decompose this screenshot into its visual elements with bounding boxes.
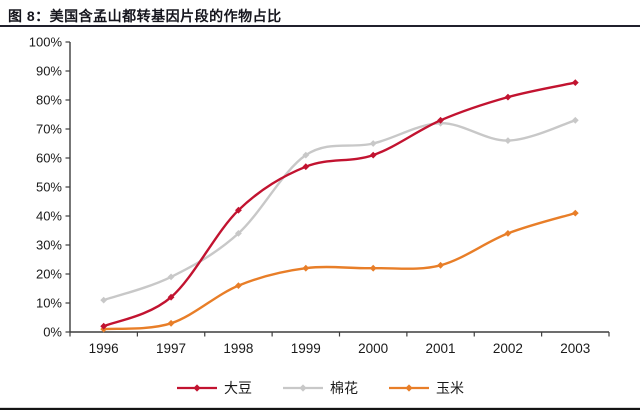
y-axis-label: 40% [36, 209, 62, 224]
legend-marker-cotton [283, 384, 323, 392]
y-axis-label: 10% [36, 296, 62, 311]
y-axis-label: 60% [36, 151, 62, 166]
data-point-marker [302, 163, 310, 171]
data-point-marker [235, 206, 242, 214]
chart-legend: 大豆 棉花 玉米 [0, 378, 640, 398]
series-line-soybean [102, 81, 577, 328]
data-point-marker [504, 137, 512, 144]
data-point-marker [369, 151, 377, 159]
series-cotton [100, 116, 579, 304]
x-axis-label: 2001 [426, 341, 456, 356]
data-point-marker [100, 322, 108, 330]
bottom-rule [0, 407, 640, 410]
x-axis-label: 2002 [493, 341, 523, 356]
legend-marker-soybean [177, 384, 217, 392]
legend-marker-corn [389, 384, 429, 392]
data-point-marker [437, 261, 444, 269]
data-point-marker [437, 116, 444, 124]
y-axis-label: 70% [36, 122, 62, 137]
data-point-marker [302, 151, 310, 159]
y-axis-label: 0% [43, 325, 62, 340]
y-axis-label: 20% [36, 267, 62, 282]
y-axis-label: 30% [36, 238, 62, 253]
line-chart: 0% 10% 20% 30% 40% 50% 60% 70% 80% 90% 100% 1996 199… [29, 35, 610, 356]
legend-label-corn: 玉米 [436, 380, 464, 396]
y-axis-label: 50% [36, 180, 62, 195]
x-axis-label: 1997 [156, 341, 186, 356]
data-point-marker [504, 93, 512, 101]
data-point-marker [302, 264, 310, 272]
series-line-corn [102, 211, 577, 331]
data-point-marker [504, 230, 512, 237]
data-point-marker [571, 116, 579, 124]
figure-title: 图 8：美国含孟山都转基因片段的作物占比 [8, 8, 282, 24]
series-soybean [100, 79, 579, 330]
data-point-marker [235, 282, 242, 289]
x-axis-label: 2000 [358, 341, 388, 356]
x-axis-label: 2003 [560, 341, 590, 356]
data-point-marker [167, 319, 175, 327]
data-point-marker [571, 209, 579, 217]
data-point-marker [100, 296, 108, 304]
y-axis-label: 90% [36, 64, 62, 79]
data-point-marker [369, 140, 377, 147]
x-axis-label: 1998 [223, 341, 253, 356]
title-underline [0, 25, 640, 27]
data-point-marker [571, 79, 579, 86]
legend-label-cotton: 棉花 [330, 380, 358, 396]
data-point-marker [167, 293, 175, 301]
legend-item-soybean: 大豆 [176, 378, 252, 398]
data-point-marker [235, 230, 242, 237]
data-point-marker [167, 273, 175, 281]
legend-label-soybean: 大豆 [224, 380, 252, 396]
x-axis-label: 1999 [291, 341, 321, 356]
series-line-cotton [102, 119, 577, 302]
data-point-marker [369, 264, 377, 272]
y-axis-label: 80% [36, 93, 62, 108]
series-corn [100, 209, 579, 333]
legend-item-corn: 玉米 [388, 378, 464, 398]
x-axis-label: 1996 [89, 341, 119, 356]
legend-item-cotton: 棉花 [282, 378, 358, 398]
y-axis-label: 100% [29, 35, 63, 50]
